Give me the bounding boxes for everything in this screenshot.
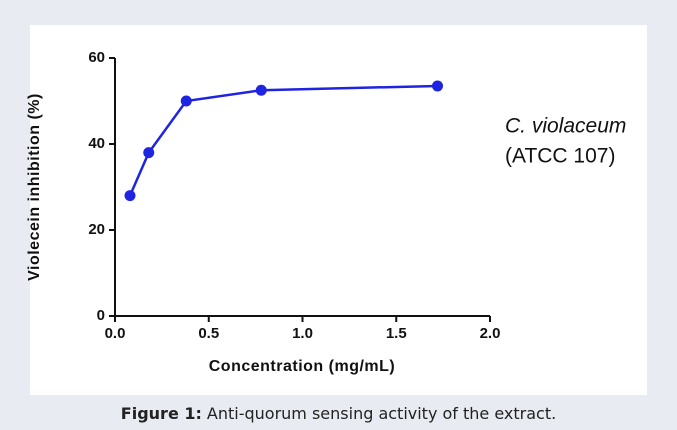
- x-axis-title: Concentration (mg/mL): [209, 358, 396, 375]
- y-tick-label: 20: [88, 221, 105, 238]
- data-point: [432, 80, 443, 92]
- x-tick-label: 0.5: [198, 325, 219, 342]
- y-tick-label: 40: [88, 135, 105, 152]
- annotation: C. violaceum: [505, 115, 626, 138]
- data-point: [180, 95, 192, 107]
- caption-text: Anti-quorum sensing activity of the extr…: [206, 404, 557, 423]
- annotation: (ATCC 107): [505, 145, 615, 168]
- y-tick-label: 0: [97, 307, 105, 324]
- caption: Figure 1: Anti-quorum sensing activity of…: [0, 404, 677, 423]
- data-point: [255, 84, 267, 96]
- data-point: [143, 147, 155, 159]
- y-axis-title: Violecein inhibition (%): [26, 93, 43, 281]
- x-tick-label: 0.0: [105, 325, 126, 342]
- caption-label: Figure 1:: [120, 404, 202, 423]
- series-line: [128, 84, 438, 197]
- x-tick-label: 1.5: [386, 325, 407, 342]
- data-point: [124, 190, 136, 202]
- chart: Concentration (mg/mL) Violecein inhibiti…: [26, 49, 626, 375]
- x-tick-label: 1.0: [292, 325, 313, 342]
- x-tick-label: 2.0: [480, 325, 501, 342]
- y-tick-label: 60: [88, 49, 105, 66]
- chart-panel: [30, 25, 647, 395]
